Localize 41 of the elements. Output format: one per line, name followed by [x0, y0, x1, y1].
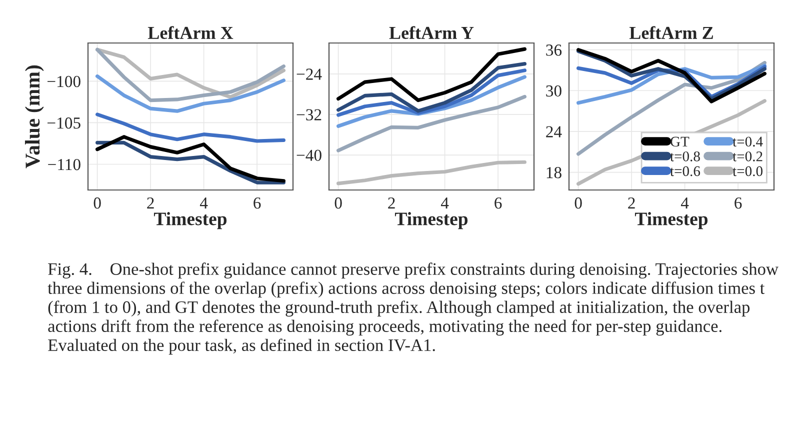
legend-label: t=0.2	[732, 151, 762, 162]
y-tick-label: −40	[296, 150, 322, 161]
y-tick-label: 30	[546, 85, 562, 97]
x-tick-label: 2	[147, 197, 154, 209]
line-series	[96, 112, 286, 143]
x-tick-label: 6	[254, 197, 261, 209]
x-tick-label: 2	[388, 197, 395, 209]
legend-label: t=0.0	[732, 166, 763, 176]
y-tick-label: −100	[47, 76, 80, 88]
x-tick-label: 0	[94, 197, 101, 209]
legend-label: t=0.8	[670, 151, 700, 162]
chart-title: LeftArm Y	[389, 26, 474, 40]
line-series	[96, 74, 286, 113]
y-tick-label: −24	[296, 68, 322, 80]
y-tick-label: 24	[546, 126, 562, 138]
x-tick-label: 4	[680, 198, 689, 209]
chart-title: LeftArm Z	[629, 26, 713, 40]
x-axis-title: Timestep	[634, 212, 708, 230]
x-tick-label: 6	[734, 197, 742, 209]
line-series	[336, 94, 526, 152]
y-tick-label: −105	[47, 117, 80, 129]
x-axis-title: Timestep	[394, 212, 468, 230]
line-series	[336, 68, 526, 117]
x-tick-label: 0	[334, 197, 342, 209]
x-tick-label: 4	[440, 198, 449, 209]
caption: Fig. 4. One-shot prefix guidance cannot preserve prefix constraints during denoising. Trajectories show three dimensions of the overlap (prefix) actions across denoising steps; colors indicate diffusion times t (from 1 to 0), and GT denotes the ground-truth prefix. Although clamped at initialization, the overlap actions drift from the reference as denoising proceeds, motivating the need for per-step guidance. Evaluated on the pour task, as defined in section IV-A1.	[48, 262, 778, 355]
y-tick-label: −32	[296, 109, 322, 120]
x-tick-label: 2	[628, 197, 635, 209]
chart-title: LeftArm X	[148, 26, 234, 40]
x-tick-label: 4	[200, 198, 208, 209]
y-tick-label: 36	[546, 44, 562, 56]
line-series	[336, 160, 526, 186]
x-axis-title: Timestep	[154, 212, 227, 230]
legend-label: GT	[670, 136, 690, 147]
x-tick-label: 0	[574, 197, 582, 209]
y-tick-label: −110	[48, 158, 80, 170]
line-series	[336, 47, 526, 102]
line-series	[336, 62, 526, 113]
y-tick-label: 18	[546, 167, 562, 178]
y-axis-title: Value (mm)	[24, 65, 44, 168]
x-tick-label: 6	[494, 197, 502, 209]
